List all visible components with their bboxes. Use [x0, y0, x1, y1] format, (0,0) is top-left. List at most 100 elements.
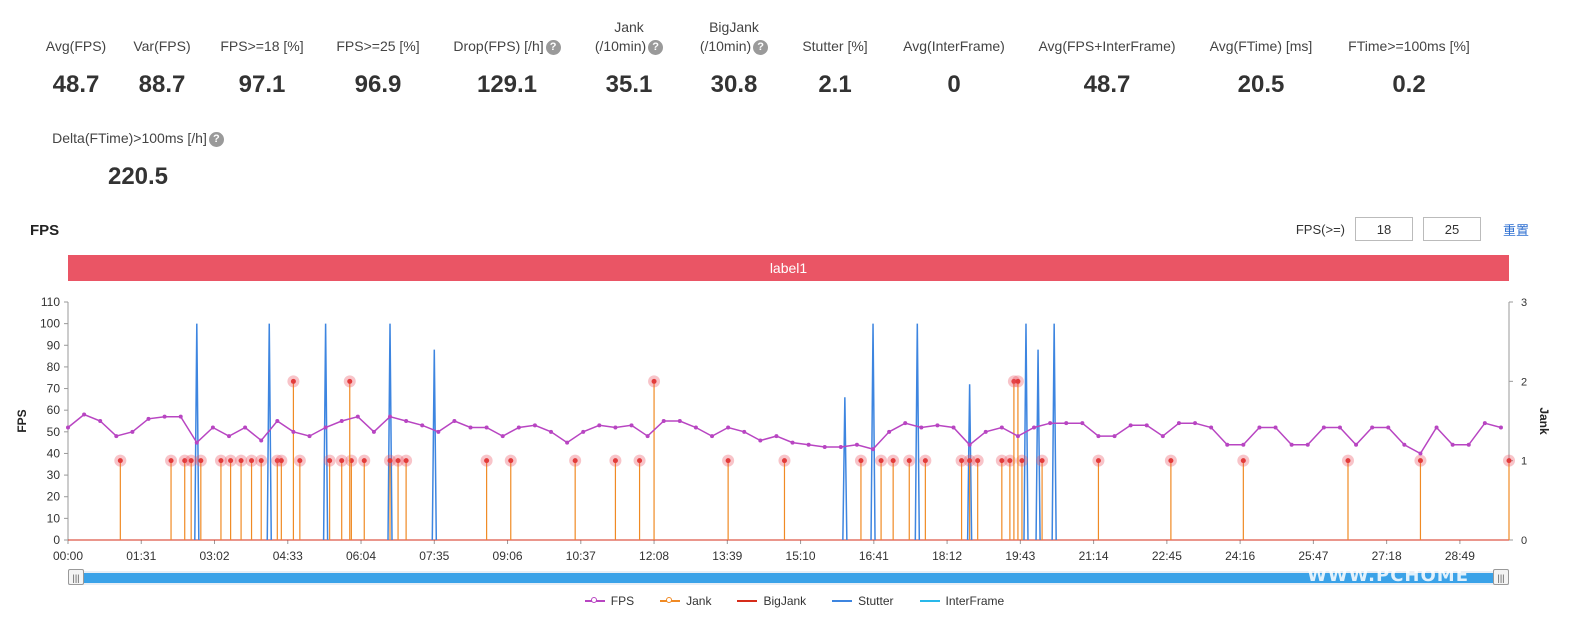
- stat-label: FPS>=25 [%]: [336, 38, 420, 54]
- fps-point: [1321, 425, 1326, 430]
- stat-label: Var(FPS): [133, 38, 191, 54]
- fps-point: [645, 434, 650, 439]
- help-icon[interactable]: ?: [648, 39, 664, 55]
- jank-point: [228, 458, 234, 464]
- fps-point: [259, 438, 264, 443]
- fps-point: [790, 440, 795, 445]
- fps-threshold-1-input[interactable]: [1354, 217, 1413, 241]
- fps-point: [291, 429, 296, 434]
- fps-point: [307, 434, 312, 439]
- y-tick-label: 20: [47, 490, 61, 504]
- fps-point: [1370, 425, 1375, 430]
- scrollbar-left-handle[interactable]: |||: [68, 569, 84, 585]
- jank-point: [1240, 458, 1246, 464]
- x-tick-label: 28:49: [1445, 549, 1475, 563]
- stat-value: 30.8: [710, 71, 758, 98]
- jank-point: [651, 378, 657, 384]
- fps-point: [82, 412, 87, 417]
- fps-point: [999, 425, 1004, 430]
- fps-filter: FPS(>=) 重置: [1296, 217, 1529, 241]
- reset-link[interactable]: 重置: [1502, 222, 1529, 238]
- fps-threshold-2-input[interactable]: [1422, 217, 1481, 241]
- fps-point: [1080, 421, 1085, 426]
- jank-point: [1417, 458, 1423, 464]
- stat-11: FTime>=100ms [%] 0.2: [1299, 37, 1519, 99]
- time-scrollbar[interactable]: ||| ||| WWW.PCHOME: [68, 565, 1509, 586]
- stat-2: FPS>=18 [%] 97.1: [152, 37, 372, 99]
- fps-point: [1144, 423, 1149, 428]
- fps-point: [98, 419, 103, 423]
- jank-point: [339, 458, 345, 464]
- fps-point: [581, 429, 586, 434]
- stat-10: Avg(FTime) [ms] 20.5: [1151, 37, 1371, 99]
- stat-value: 48.7: [1083, 71, 1131, 98]
- y-tick-label: 70: [47, 382, 61, 396]
- fps-point: [1386, 425, 1391, 430]
- fps-point: [903, 421, 908, 426]
- legend-swatch: [660, 597, 681, 603]
- jank-point: [182, 458, 188, 464]
- y2-tick-label: 2: [1521, 376, 1527, 388]
- jank-point: [612, 458, 618, 464]
- fps-point: [484, 425, 489, 430]
- legend-item-jank[interactable]: Jank: [660, 594, 711, 608]
- legend-item-interframe[interactable]: InterFrame: [919, 594, 1004, 608]
- fps-point: [1482, 421, 1487, 426]
- stat-value: 129.1: [476, 71, 538, 98]
- fps-point: [742, 429, 747, 434]
- x-tick-label: 19:43: [1005, 549, 1035, 563]
- fps-point: [1015, 434, 1020, 439]
- fps-point: [1450, 442, 1455, 447]
- x-tick-label: 24:16: [1225, 549, 1255, 563]
- x-tick-label: 07:35: [419, 549, 449, 563]
- jank-point: [484, 458, 490, 464]
- y-tick-label: 100: [40, 317, 60, 331]
- help-icon[interactable]: ?: [208, 131, 224, 147]
- legend-label: Stutter: [858, 594, 894, 608]
- scrollbar-right-handle[interactable]: |||: [1493, 569, 1509, 585]
- legend-item-bigjank[interactable]: BigJank: [737, 594, 806, 608]
- jank-point: [878, 458, 884, 464]
- scrollbar-range[interactable]: [68, 573, 1509, 583]
- fps-point: [710, 434, 715, 439]
- jank-point: [858, 458, 864, 464]
- stat-label: Stutter [%]: [802, 38, 868, 54]
- jank-point: [1015, 378, 1021, 384]
- fps-point: [1048, 421, 1053, 426]
- fps-point: [677, 419, 682, 423]
- fps-point: [758, 438, 763, 443]
- fps-point: [194, 440, 199, 445]
- stat-value: 88.7: [138, 71, 186, 98]
- fps-point: [774, 434, 779, 439]
- jank-point: [1506, 458, 1512, 464]
- fps-point: [629, 423, 634, 428]
- x-tick-label: 13:39: [712, 549, 742, 563]
- stat-6: BigJank (/10min)? 30.8: [624, 18, 844, 99]
- x-tick-label: 10:37: [566, 549, 596, 563]
- legend-item-stutter[interactable]: Stutter: [832, 594, 894, 608]
- fps-point: [838, 444, 843, 449]
- help-icon[interactable]: ?: [753, 39, 769, 55]
- fps-point: [1434, 425, 1439, 430]
- x-tick-label: 22:45: [1152, 549, 1182, 563]
- legend-item-fps[interactable]: FPS: [584, 594, 634, 608]
- x-tick-label: 21:14: [1079, 549, 1109, 563]
- x-tick-label: 04:33: [273, 549, 303, 563]
- jank-point: [967, 458, 973, 464]
- fps-point: [1337, 425, 1342, 430]
- label-bar[interactable]: label1: [68, 255, 1509, 281]
- fps-point: [371, 429, 376, 434]
- jank-point: [238, 458, 244, 464]
- jank-point: [218, 458, 224, 464]
- jank-point: [1007, 458, 1013, 464]
- stutter-spike: [431, 349, 438, 541]
- x-tick-label: 18:12: [932, 549, 962, 563]
- stat-label: Avg(FPS+InterFrame): [1038, 38, 1176, 54]
- stat-12: Delta(FTime)>100ms [/h]? 220.5: [28, 129, 248, 191]
- jank-point: [198, 458, 204, 464]
- fps-point: [452, 419, 457, 423]
- help-icon[interactable]: ?: [545, 39, 561, 55]
- fps-point: [967, 442, 972, 447]
- stutter-spike: [870, 323, 876, 541]
- fps-point: [1418, 451, 1423, 456]
